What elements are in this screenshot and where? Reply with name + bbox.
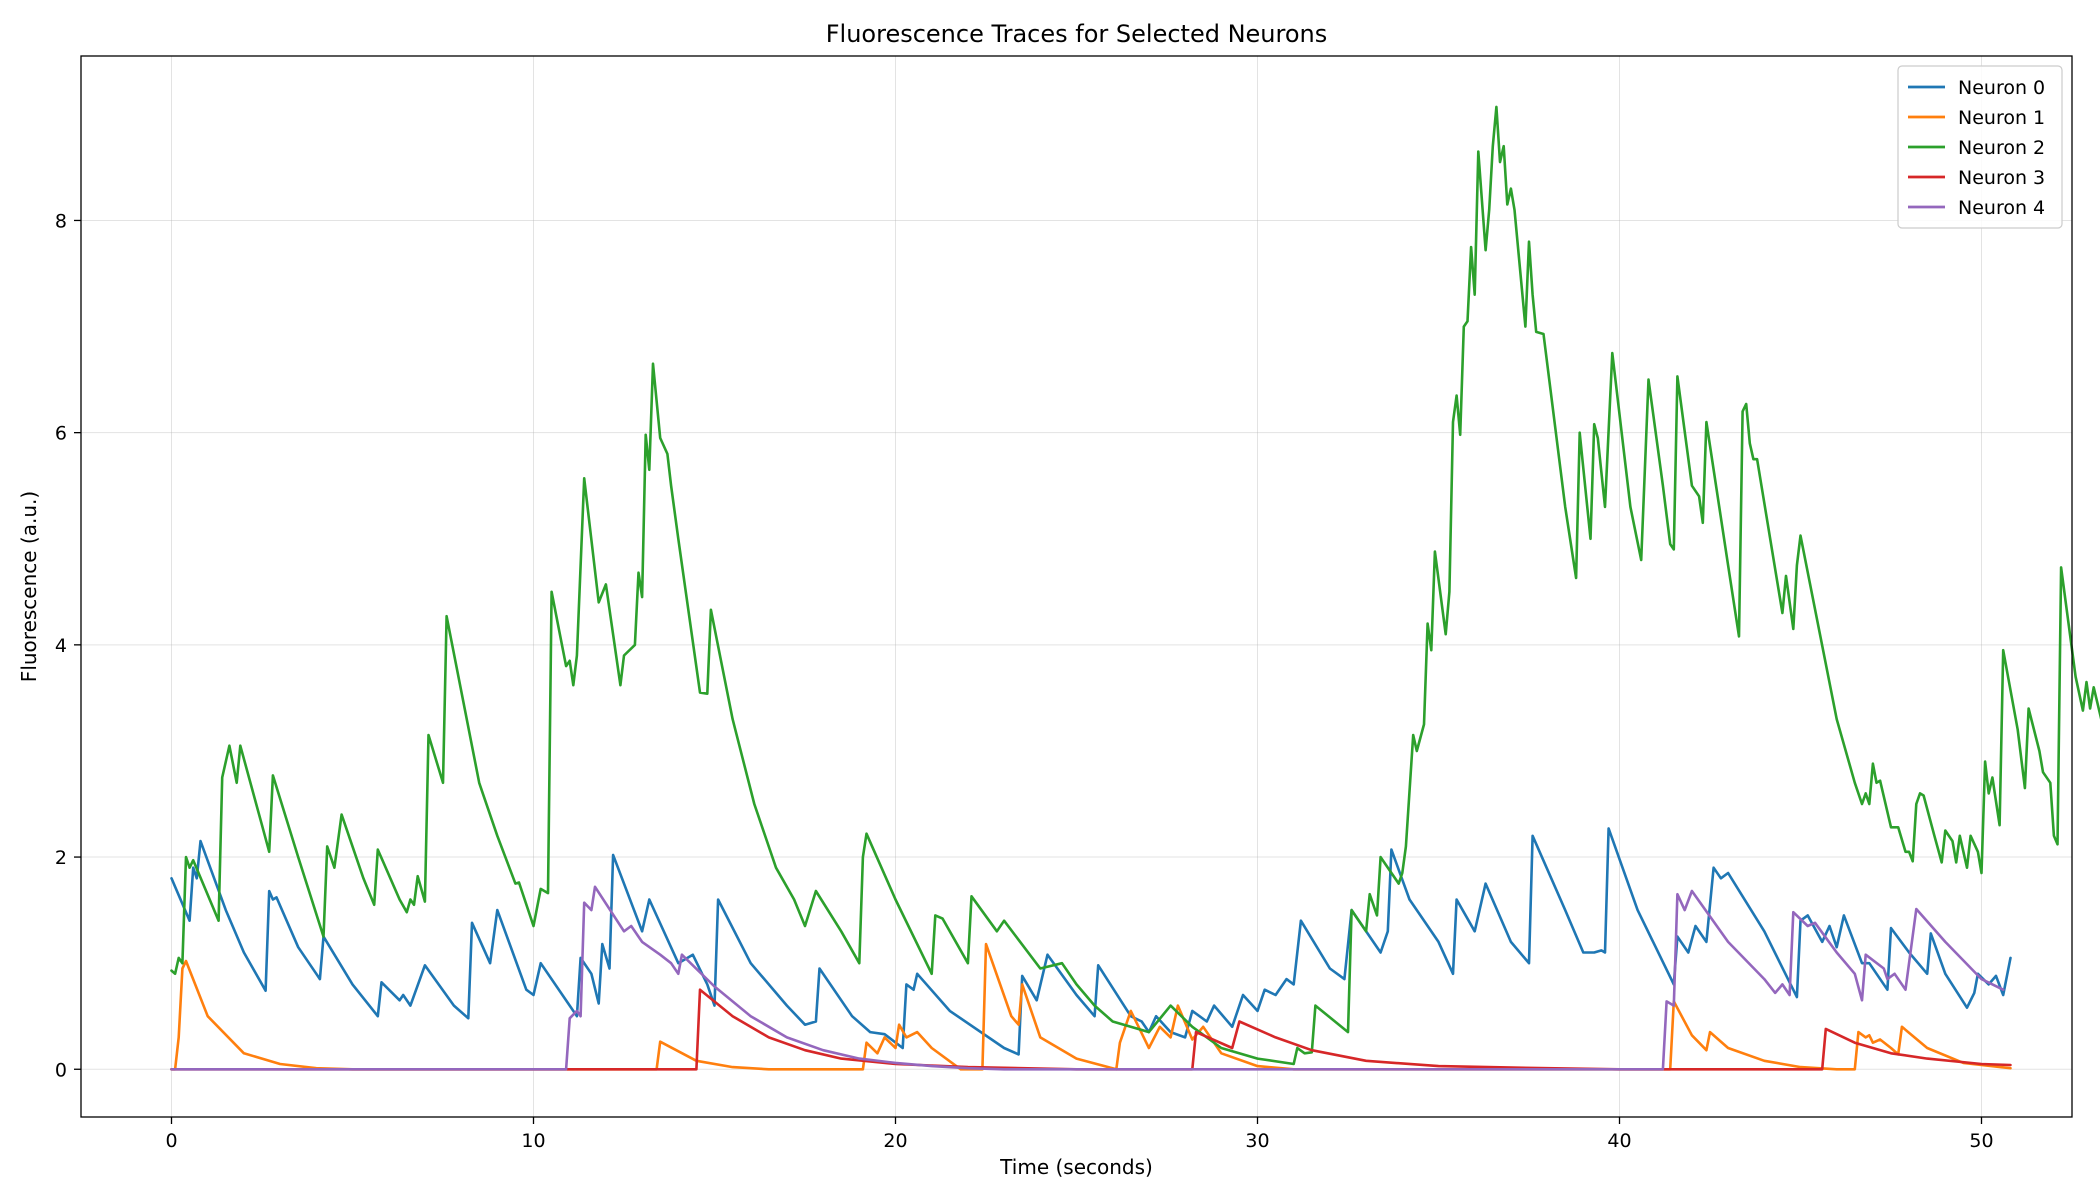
x-tick-label: 50 xyxy=(1969,1130,1993,1152)
x-tick-label: 0 xyxy=(165,1130,177,1152)
axes-frame xyxy=(80,55,2073,1118)
legend-label: Neuron 0 xyxy=(1958,77,2045,99)
series-line-neuron-2 xyxy=(170,105,2100,1066)
x-tick-label: 10 xyxy=(521,1130,545,1152)
y-tick-label: 8 xyxy=(55,210,67,232)
x-axis-label: Time (seconds) xyxy=(999,1155,1153,1179)
plot-area xyxy=(170,105,2100,1071)
legend: Neuron 0 Neuron 1 Neuron 2 Neuron 3 Neuron 4 xyxy=(1897,65,2063,229)
x-tick-label: 40 xyxy=(1607,1130,1631,1152)
y-axis-label: Fluorescence (a.u.) xyxy=(17,491,41,682)
series-line-neuron-4 xyxy=(170,885,2005,1071)
x-tick-label: 30 xyxy=(1245,1130,1269,1152)
legend-box xyxy=(1897,65,2063,229)
legend-label: Neuron 1 xyxy=(1958,107,2045,129)
series-line-neuron-3 xyxy=(170,988,2012,1071)
y-tick-label: 0 xyxy=(55,1059,67,1081)
x-tick-label: 20 xyxy=(883,1130,907,1152)
legend-label: Neuron 3 xyxy=(1958,167,2045,189)
y-tick-label: 6 xyxy=(55,423,67,445)
chart-title: Fluorescence Traces for Selected Neurons xyxy=(826,20,1328,48)
y-tick-label: 2 xyxy=(55,847,67,869)
legend-label: Neuron 2 xyxy=(1958,137,2045,159)
y-tick-label: 4 xyxy=(55,635,67,657)
legend-label: Neuron 4 xyxy=(1958,197,2045,219)
axis-ticks: 0 10 20 30 40 50 0 2 4 6 8 xyxy=(55,210,1994,1152)
series-line-neuron-0 xyxy=(170,827,2012,1056)
